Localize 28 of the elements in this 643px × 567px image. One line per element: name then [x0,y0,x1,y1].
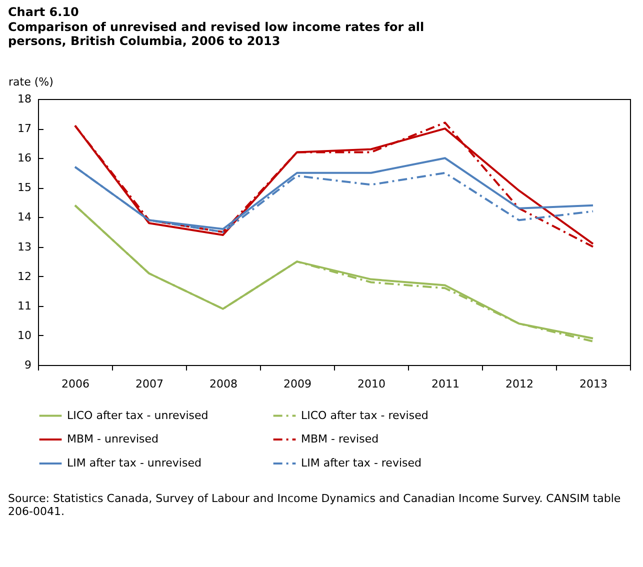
y-tick-label: 11 [18,299,32,312]
x-tick-label: 2006 [62,378,90,390]
y-tick-label: 10 [18,328,32,342]
x-tick-label: 2009 [284,378,312,390]
legend-label: LIM after tax - revised [301,456,422,470]
legend-label: LICO after tax - unrevised [67,408,208,422]
x-tick-label: 2007 [136,378,164,390]
legend-label: MBM - unrevised [67,432,159,446]
y-tick-label: 12 [18,270,32,283]
y-axis-title: rate (%) [8,76,54,88]
source-note: Source: Statistics Canada, Survey of Labour and Income Dynamics and Canadian Income Survey. CANSIM table 206-0041. [8,492,621,518]
x-tick-label: 2013 [580,378,608,390]
y-tick-label: 18 [18,92,32,106]
chart-title: Chart 6.10 [8,5,79,19]
x-tick-label: 2011 [432,378,460,390]
y-tick-label: 16 [18,152,32,165]
x-tick-label: 2008 [210,378,238,390]
y-tick-label: 17 [18,122,32,136]
y-tick-label: 13 [18,240,32,254]
y-tick-label: 14 [18,210,32,224]
x-tick-label: 2012 [506,378,534,390]
y-tick-label: 15 [18,181,32,194]
y-tick-label: 9 [24,358,32,372]
legend-label: MBM - revised [301,432,379,446]
x-tick-label: 2010 [358,378,386,390]
legend-label: LICO after tax - revised [301,408,428,422]
legend-label: LIM after tax - unrevised [67,456,202,470]
chart-subtitle: Comparison of unrevised and revised low income rates for all persons, British Columbia, 2006 to 2013 [8,20,424,48]
